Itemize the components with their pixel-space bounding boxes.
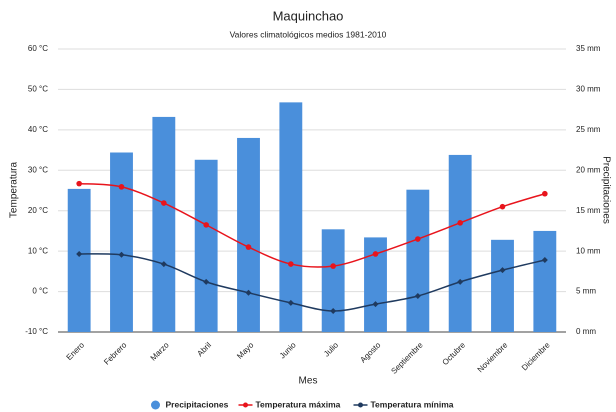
- y2-tick-label: 0 mm: [576, 327, 596, 336]
- y2-tick-label: 25 mm: [576, 125, 601, 134]
- x-tick-label: Julio: [322, 340, 340, 358]
- point: [457, 220, 463, 226]
- x-tick-label: Abril: [195, 340, 213, 358]
- point: [499, 267, 506, 274]
- bar: [279, 102, 303, 332]
- chart-subtitle: Valores climatológicos medios 1981-2010: [230, 29, 387, 39]
- x-tick-label: Febrero: [102, 340, 129, 367]
- line: [79, 253, 546, 312]
- point: [330, 307, 337, 314]
- y-tick-label: 60 °C: [28, 44, 48, 53]
- x-tick-label: Agosto: [358, 340, 382, 364]
- point: [287, 299, 294, 306]
- point: [118, 251, 125, 258]
- point: [203, 278, 210, 285]
- line: [79, 182, 546, 268]
- x-tick-label: Junio: [278, 340, 298, 360]
- bar: [67, 188, 91, 332]
- point: [457, 278, 464, 285]
- point: [542, 190, 548, 197]
- point: [161, 200, 167, 206]
- x-tick-label: Diciembre: [520, 340, 552, 372]
- y-tick-label: 40 °C: [28, 125, 48, 134]
- point: [372, 251, 379, 257]
- point: [330, 263, 336, 269]
- y-tick-label: 50 °C: [28, 85, 48, 94]
- bar: [321, 229, 345, 332]
- legend-marker: [243, 402, 248, 408]
- y-tick-label: 30 °C: [28, 165, 48, 174]
- x-tick-label: Enero: [65, 340, 87, 362]
- point: [76, 180, 82, 187]
- y2-axis-title: Precipitaciones: [600, 156, 611, 224]
- y-tick-label: -10 °C: [25, 327, 48, 336]
- x-tick-label: Octubre: [441, 340, 468, 367]
- bar: [194, 159, 218, 332]
- legend-label: Temperatura máxima: [256, 399, 341, 409]
- point: [415, 236, 421, 242]
- point: [414, 293, 421, 300]
- point: [288, 261, 294, 267]
- y2-tick-label: 5 mm: [576, 287, 596, 296]
- legend-marker: [151, 400, 160, 410]
- y2-tick-label: 35 mm: [576, 44, 601, 53]
- y-axis-title: Temperatura: [9, 161, 20, 218]
- bar: [491, 239, 514, 332]
- x-axis-title: Mes: [299, 376, 318, 387]
- legend-marker: [358, 402, 363, 408]
- point: [499, 203, 506, 210]
- x-tick-label: Marzo: [149, 340, 171, 362]
- y-tick-label: 0 °C: [32, 287, 48, 296]
- point: [76, 250, 83, 257]
- y2-tick-label: 30 mm: [576, 85, 601, 94]
- x-tick-label: Mayo: [235, 340, 256, 361]
- point: [245, 244, 252, 250]
- legend-label: Precipitaciones: [166, 399, 229, 409]
- bar: [364, 237, 387, 332]
- bar: [110, 152, 133, 332]
- y2-tick-label: 15 mm: [576, 206, 601, 215]
- point: [118, 184, 125, 190]
- point: [160, 261, 167, 268]
- bar: [237, 137, 260, 332]
- y-tick-label: 20 °C: [28, 206, 48, 215]
- y2-tick-label: 10 mm: [576, 246, 601, 255]
- legend-label: Temperatura mínima: [371, 399, 454, 409]
- x-tick-label: Septiembre: [389, 340, 425, 376]
- point: [245, 289, 252, 296]
- point: [372, 301, 379, 308]
- bar: [533, 230, 557, 332]
- bar: [406, 189, 430, 332]
- y-tick-label: 10 °C: [28, 246, 48, 255]
- chart-title: Maquinchao: [273, 8, 344, 23]
- bar: [448, 154, 472, 332]
- bar: [152, 116, 176, 332]
- point: [203, 222, 209, 228]
- x-tick-label: Noviembre: [476, 340, 510, 374]
- y2-tick-label: 20 mm: [576, 165, 601, 174]
- point: [541, 257, 548, 264]
